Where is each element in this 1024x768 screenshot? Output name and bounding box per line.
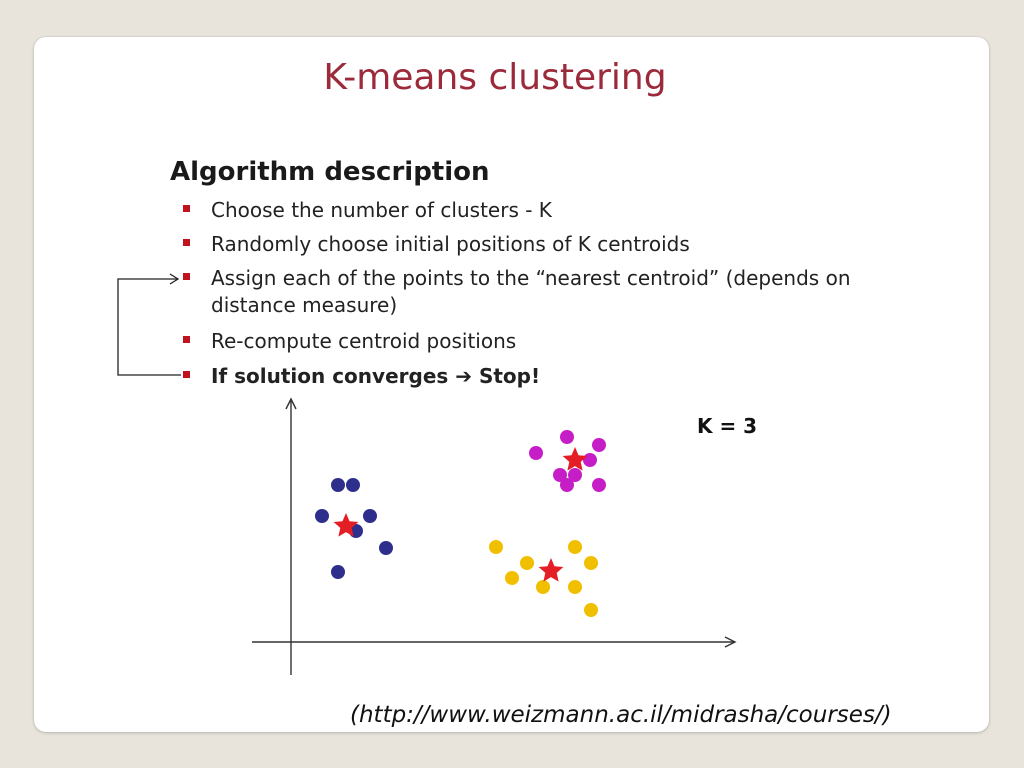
bullet-icon [183,205,190,212]
step-5: If solution converges ➔ Stop! [183,364,540,388]
step-2: Randomly choose initial positions of K c… [183,232,690,256]
step-1: Choose the number of clusters - K [183,198,553,222]
step-2-text: Randomly choose initial positions of K c… [211,232,690,256]
star-icon [562,447,588,471]
point [346,478,360,492]
point [568,580,582,594]
bullet-icon [183,371,190,378]
step-5-text: If solution converges ➔ Stop! [211,364,540,388]
step-3-text-line-2: distance measure) [211,293,397,317]
point [568,468,582,482]
bullet-icon [183,336,190,343]
point [489,540,503,554]
plot-axes [252,397,737,675]
step-4: Re-compute centroid positions [183,329,516,353]
step-3: Assign each of the points to the “neares… [183,266,851,317]
point [560,478,574,492]
bullet-icon [183,239,190,246]
point [584,556,598,570]
point [560,430,574,444]
source-link[interactable]: (http://www.weizmann.ac.il/midrasha/cour… [350,702,892,728]
slide-title: K-means clustering [323,57,667,98]
point [379,541,393,555]
algorithm-heading: Algorithm description [170,157,490,187]
k-label: K = 3 [697,414,757,438]
loop-arrow-icon [117,273,181,376]
point [331,478,345,492]
point [584,603,598,617]
step-1-text: Choose the number of clusters - K [211,198,553,222]
cluster-blue [315,478,393,579]
algorithm-figure: Algorithm description Choose the number … [117,157,851,675]
point [315,509,329,523]
point [553,468,567,482]
bullet-icon [183,273,190,280]
star-icon [538,558,564,582]
cluster-yellow [489,540,598,617]
point [592,438,606,452]
cluster-magenta [529,430,606,492]
star-icon [333,513,359,537]
point [536,580,550,594]
point [568,540,582,554]
y-axis-arrowhead [285,397,297,410]
point [505,571,519,585]
point [331,565,345,579]
point [363,509,377,523]
point [520,556,534,570]
step-4-text: Re-compute centroid positions [211,329,516,353]
slide-card [34,37,989,732]
point [529,446,543,460]
step-3-text-line-1: Assign each of the points to the “neares… [211,266,851,290]
point [583,453,597,467]
point [592,478,606,492]
x-axis-arrowhead [724,636,737,648]
